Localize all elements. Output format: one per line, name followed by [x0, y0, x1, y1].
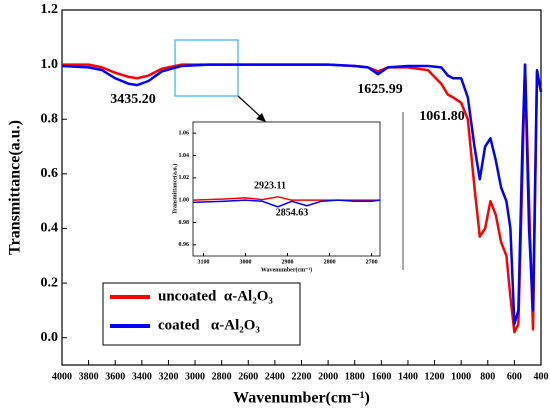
x-tick-label: 3400: [132, 371, 152, 382]
plot-frame: [192, 121, 381, 257]
x-tick-label: 2700: [366, 259, 378, 265]
y-tick-label: 1.04: [179, 153, 190, 159]
x-tick-label: 3600: [105, 371, 125, 382]
x-tick-label: 3000: [185, 371, 205, 382]
annotation: 1061.80: [419, 109, 465, 124]
y-tick-label: 1.00: [179, 198, 190, 204]
y-tick-label: 0.96: [179, 242, 190, 248]
annotation: 3435.20: [110, 92, 156, 107]
series-line: [192, 196, 380, 201]
annotation: 1625.99: [357, 82, 403, 97]
y-tick-label: 0.4: [41, 221, 59, 236]
x-tick-label: 1200: [425, 371, 445, 382]
x-tick-label: 1400: [398, 371, 418, 382]
y-tick-label: 0.98: [179, 220, 190, 226]
x-tick-label: 2800: [324, 259, 336, 265]
x-tick-label: 1000: [451, 371, 471, 382]
series-line: [192, 199, 381, 208]
x-axis-label: Wavenumber(cm⁻¹): [233, 390, 370, 407]
x-tick-label: 2600: [238, 371, 258, 382]
x-tick-label: 2200: [292, 371, 312, 382]
x-tick-label: 400: [534, 371, 549, 382]
x-tick-label: 3200: [158, 371, 178, 382]
x-axis-label: Wavenumber(cm⁻¹): [261, 266, 312, 273]
series-line: [61, 63, 543, 326]
y-axis-label: Transmittance(a.u.): [171, 164, 178, 215]
y-tick-label: 0.8: [41, 111, 59, 126]
arrow-head: [256, 113, 266, 122]
x-tick-label: 2000: [318, 371, 338, 382]
x-tick-label: 800: [480, 371, 495, 382]
x-tick-label: 3800: [79, 371, 99, 382]
y-axis-label: Transmittance(a.u.): [7, 120, 24, 255]
x-tick-label: 4000: [52, 371, 72, 382]
y-tick-label: 0.2: [41, 275, 59, 290]
y-tick-label: 1.2: [41, 2, 59, 17]
legend-label: uncoated α-Al₂O₃: [158, 288, 273, 304]
x-tick-label: 3000: [240, 259, 252, 265]
x-tick-label: 600: [507, 371, 522, 382]
y-tick-label: 0.0: [41, 330, 59, 345]
legend-box: [102, 282, 301, 346]
x-tick-label: 2800: [212, 371, 232, 382]
x-tick-label: 1800: [345, 371, 365, 382]
annotation: 2923.11: [254, 180, 286, 191]
legend-label: coated α-Al₂O₃: [158, 317, 260, 333]
x-tick-label: 2400: [265, 371, 285, 382]
x-tick-label: 1600: [371, 371, 391, 382]
zoom-arrow: [237, 95, 263, 119]
y-tick-label: 0.6: [41, 166, 59, 181]
y-tick-label: 1.0: [41, 57, 59, 72]
y-tick-label: 1.02: [179, 175, 190, 181]
x-tick-label: 3100: [198, 259, 210, 265]
annotation: 2854.63: [276, 207, 309, 218]
series-line: [62, 63, 543, 334]
zoom-box: [174, 39, 239, 97]
x-tick-label: 2900: [282, 259, 294, 265]
y-tick-label: 1.06: [179, 131, 190, 137]
